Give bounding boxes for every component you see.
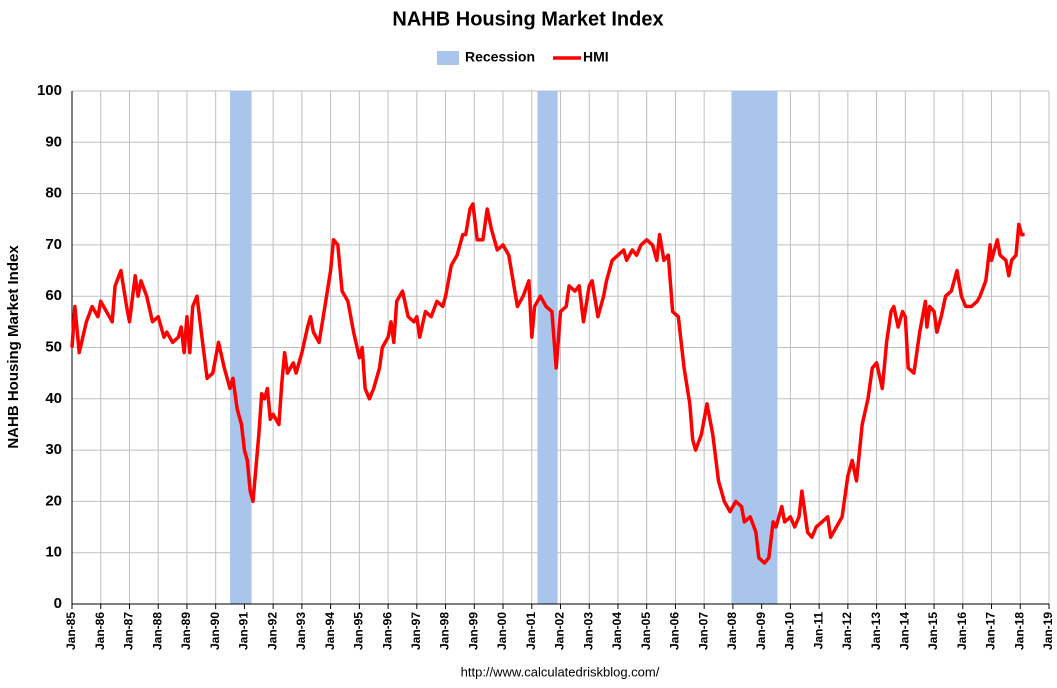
x-tick-label: Jan-86 [93, 612, 107, 650]
x-tick-label: Jan-02 [553, 612, 567, 650]
x-tick-label: Jan-01 [524, 612, 538, 650]
x-tick-label: Jan-05 [639, 612, 653, 650]
x-tick-label: Jan-94 [323, 612, 337, 650]
x-tick-label: Jan-00 [495, 612, 509, 650]
y-tick-label: 0 [54, 595, 62, 612]
x-tick-label: Jan-18 [1012, 612, 1026, 650]
x-tick-label: Jan-03 [581, 612, 595, 650]
x-tick-label: Jan-92 [265, 612, 279, 650]
y-tick-label: 70 [45, 236, 62, 253]
x-tick-label: Jan-85 [64, 612, 78, 650]
y-tick-label: 30 [45, 441, 62, 458]
legend-label: Recession [465, 49, 535, 65]
x-tick-label: Jan-96 [380, 612, 394, 650]
x-tick-label: Jan-89 [179, 612, 193, 650]
legend-swatch [437, 51, 459, 65]
x-tick-label: Jan-17 [984, 612, 998, 650]
x-tick-label: Jan-93 [294, 612, 308, 650]
y-tick-label: 20 [45, 492, 62, 509]
x-tick-label: Jan-04 [610, 612, 624, 650]
y-tick-label: 100 [37, 82, 62, 99]
x-tick-label: Jan-97 [409, 612, 423, 650]
recession-band [230, 91, 252, 604]
x-tick-label: Jan-87 [122, 612, 136, 650]
x-tick-label: Jan-10 [783, 612, 797, 650]
x-tick-label: Jan-88 [150, 612, 164, 650]
x-tick-label: Jan-06 [668, 612, 682, 650]
recession-band [731, 91, 778, 604]
y-axis-label: NAHB Housing Market Index [5, 245, 22, 449]
x-tick-label: Jan-12 [840, 612, 854, 650]
source: http://www.calculatedriskblog.com/ [461, 664, 660, 679]
y-tick-label: 60 [45, 287, 62, 304]
x-tick-label: Jan-95 [352, 612, 366, 650]
x-tick-label: Jan-16 [955, 612, 969, 650]
y-tick-label: 10 [45, 544, 62, 561]
x-tick-label: Jan-14 [897, 612, 911, 650]
x-tick-label: Jan-99 [466, 612, 480, 650]
x-tick-label: Jan-07 [696, 612, 710, 650]
x-tick-label: Jan-19 [1041, 612, 1055, 650]
x-tick-label: Jan-11 [811, 612, 825, 650]
recession-band [537, 91, 558, 604]
y-tick-label: 50 [45, 338, 62, 355]
y-tick-label: 40 [45, 390, 62, 407]
x-tick-label: Jan-13 [869, 612, 883, 650]
x-tick-label: Jan-90 [208, 612, 222, 650]
hmi-line [70, 202, 1025, 565]
y-tick-label: 90 [45, 133, 62, 150]
x-tick-label: Jan-09 [754, 612, 768, 650]
x-tick-label: Jan-15 [926, 612, 940, 650]
legend-label: HMI [583, 49, 609, 65]
y-tick-label: 80 [45, 185, 62, 202]
chart-title: NAHB Housing Market Index [392, 8, 663, 30]
x-tick-label: Jan-08 [725, 612, 739, 650]
x-tick-label: Jan-98 [438, 612, 452, 650]
x-tick-label: Jan-91 [237, 612, 251, 650]
